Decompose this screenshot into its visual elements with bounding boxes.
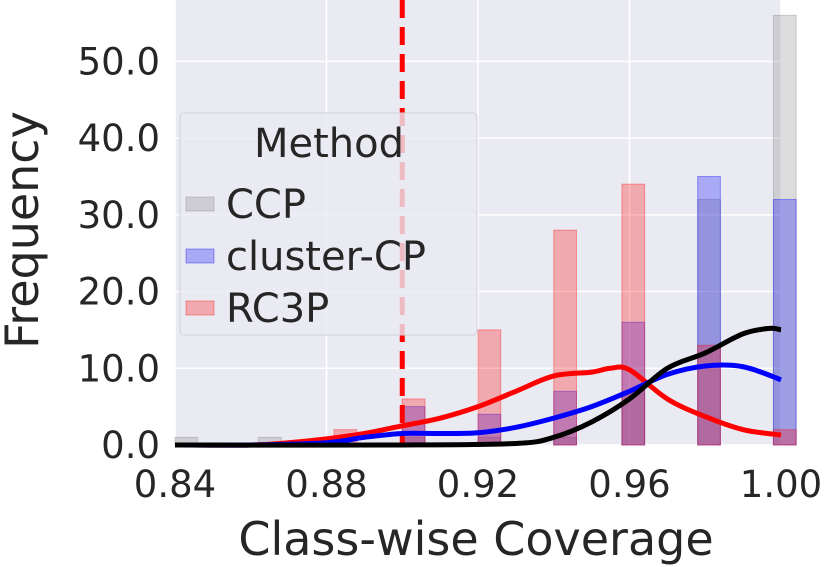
- bar-rc3p: [553, 229, 577, 446]
- x-tick-label: 0.84: [134, 463, 216, 506]
- legend-swatch-cluster-cp: [185, 248, 215, 264]
- legend-title: Method: [254, 121, 404, 167]
- y-tick-label: 10.0: [78, 347, 160, 390]
- x-tick-label: 1.00: [740, 463, 822, 506]
- kde-cluster-cp: [174, 362, 782, 448]
- y-tick-label: 0.0: [101, 424, 160, 467]
- legend: Method CCP cluster-CP RC3P: [179, 112, 478, 336]
- kde-curves: [174, 325, 782, 448]
- bar-rc3p: [772, 429, 797, 446]
- x-axis-ticks: 0.84 0.88 0.92 0.96 1.00: [134, 463, 822, 506]
- bar-ccp: [553, 436, 577, 446]
- bar-cluster-cp: [697, 175, 721, 446]
- legend-box: [179, 112, 478, 336]
- legend-swatch-rc3p: [185, 300, 215, 316]
- y-tick-label: 30.0: [78, 194, 160, 237]
- y-tick-label: 40.0: [78, 117, 160, 160]
- y-axis-ticks: 0.0 10.0 20.0 30.0 40.0 50.0: [78, 40, 160, 467]
- x-tick-label: 0.92: [437, 463, 519, 506]
- legend-swatch-ccp: [185, 196, 215, 212]
- y-axis-label: Frequency: [0, 111, 49, 349]
- x-tick-label: 0.96: [588, 463, 670, 506]
- y-tick-label: 50.0: [78, 40, 160, 83]
- legend-label-cluster-cp: cluster-CP: [226, 234, 426, 280]
- kde-ccp: [174, 325, 782, 448]
- x-axis-label: Class-wise Coverage: [238, 512, 713, 566]
- bar-rc3p: [697, 344, 721, 446]
- legend-label-rc3p: RC3P: [226, 286, 329, 332]
- kde-rc3p: [174, 364, 782, 448]
- legend-items: CCP cluster-CP RC3P: [185, 182, 426, 332]
- legend-label-ccp: CCP: [226, 182, 306, 228]
- bar-cluster-cp: [772, 198, 797, 446]
- x-tick-label: 0.88: [285, 463, 367, 506]
- bar-rc3p: [477, 329, 502, 446]
- bar-rc3p: [621, 183, 646, 446]
- y-tick-label: 20.0: [78, 271, 160, 314]
- bar-ccp: [697, 198, 721, 446]
- bar-ccp: [772, 14, 797, 446]
